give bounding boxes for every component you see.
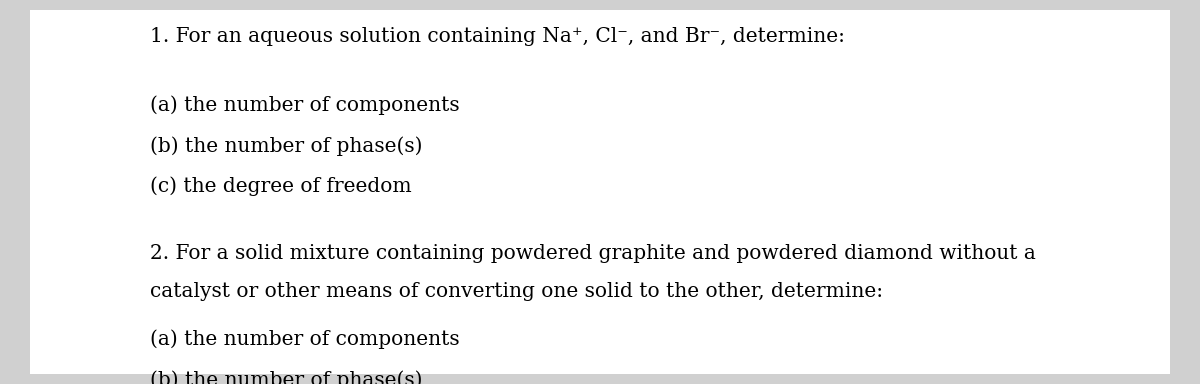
Text: (c) the degree of freedom: (c) the degree of freedom: [150, 176, 412, 196]
Text: (b) the number of phase(s): (b) the number of phase(s): [150, 370, 422, 384]
Text: 2. For a solid mixture containing powdered graphite and powdered diamond without: 2. For a solid mixture containing powder…: [150, 244, 1036, 263]
Text: (a) the number of components: (a) the number of components: [150, 96, 460, 115]
Text: catalyst or other means of converting one solid to the other, determine:: catalyst or other means of converting on…: [150, 283, 883, 301]
Text: 1. For an aqueous solution containing Na⁺, Cl⁻, and Br⁻, determine:: 1. For an aqueous solution containing Na…: [150, 27, 845, 46]
FancyBboxPatch shape: [30, 10, 1170, 374]
Text: (a) the number of components: (a) the number of components: [150, 330, 460, 349]
Text: (b) the number of phase(s): (b) the number of phase(s): [150, 136, 422, 156]
